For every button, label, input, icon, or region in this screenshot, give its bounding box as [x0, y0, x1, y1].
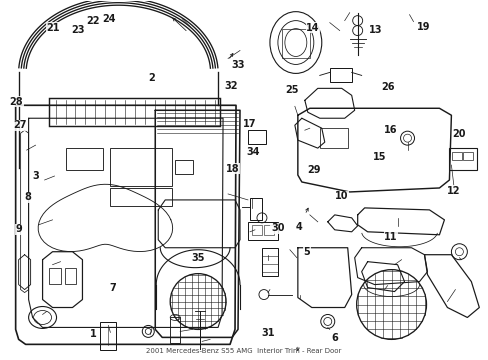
Text: 32: 32: [224, 81, 237, 91]
Bar: [249, 198, 262, 220]
Text: 29: 29: [306, 165, 320, 175]
Bar: [65, 148, 103, 170]
Text: 2: 2: [148, 73, 155, 83]
Text: 22: 22: [86, 17, 100, 27]
Bar: [100, 323, 116, 350]
Bar: [451, 152, 462, 160]
Bar: [170, 318, 180, 343]
Text: 13: 13: [368, 25, 382, 35]
Text: 35: 35: [191, 253, 204, 263]
Text: 31: 31: [261, 328, 274, 338]
Bar: [463, 152, 472, 160]
Bar: [448, 148, 476, 170]
Text: 5: 5: [303, 247, 310, 257]
Text: 34: 34: [246, 147, 260, 157]
Text: 24: 24: [102, 14, 116, 24]
Text: 21: 21: [46, 23, 60, 33]
Text: 26: 26: [381, 82, 394, 92]
Text: 10: 10: [335, 191, 348, 201]
Text: 3: 3: [32, 171, 39, 181]
Text: 16: 16: [383, 125, 397, 135]
Text: 19: 19: [416, 22, 430, 32]
Text: 15: 15: [372, 152, 386, 162]
Text: 28: 28: [9, 97, 23, 107]
Text: 4: 4: [295, 222, 302, 231]
Text: 23: 23: [71, 25, 84, 35]
Bar: [247, 222, 277, 240]
Text: 18: 18: [225, 163, 239, 174]
Bar: [48, 98, 220, 126]
Bar: [175, 160, 193, 174]
Text: 20: 20: [451, 129, 465, 139]
Text: 30: 30: [270, 224, 284, 233]
Text: 25: 25: [285, 85, 299, 95]
Bar: [48, 268, 61, 284]
Text: 27: 27: [14, 121, 27, 130]
Bar: [247, 130, 265, 144]
Bar: [251, 225, 262, 235]
Text: 6: 6: [331, 333, 337, 343]
Bar: [264, 225, 273, 235]
Bar: [110, 188, 172, 206]
Bar: [329, 68, 351, 82]
Bar: [64, 268, 76, 284]
Text: 1: 1: [90, 329, 97, 339]
Text: 12: 12: [447, 186, 460, 196]
Text: 17: 17: [242, 120, 256, 129]
Text: 2001 Mercedes-Benz S55 AMG  Interior Trim - Rear Door: 2001 Mercedes-Benz S55 AMG Interior Trim…: [146, 348, 341, 354]
Bar: [281, 28, 309, 58]
Text: 9: 9: [16, 225, 22, 234]
Text: 33: 33: [230, 59, 244, 69]
Bar: [110, 148, 172, 186]
Text: 11: 11: [383, 232, 397, 242]
Text: 14: 14: [305, 23, 319, 33]
Text: 8: 8: [24, 192, 31, 202]
Bar: [319, 128, 347, 148]
Text: 7: 7: [109, 283, 116, 293]
Bar: [262, 248, 277, 276]
